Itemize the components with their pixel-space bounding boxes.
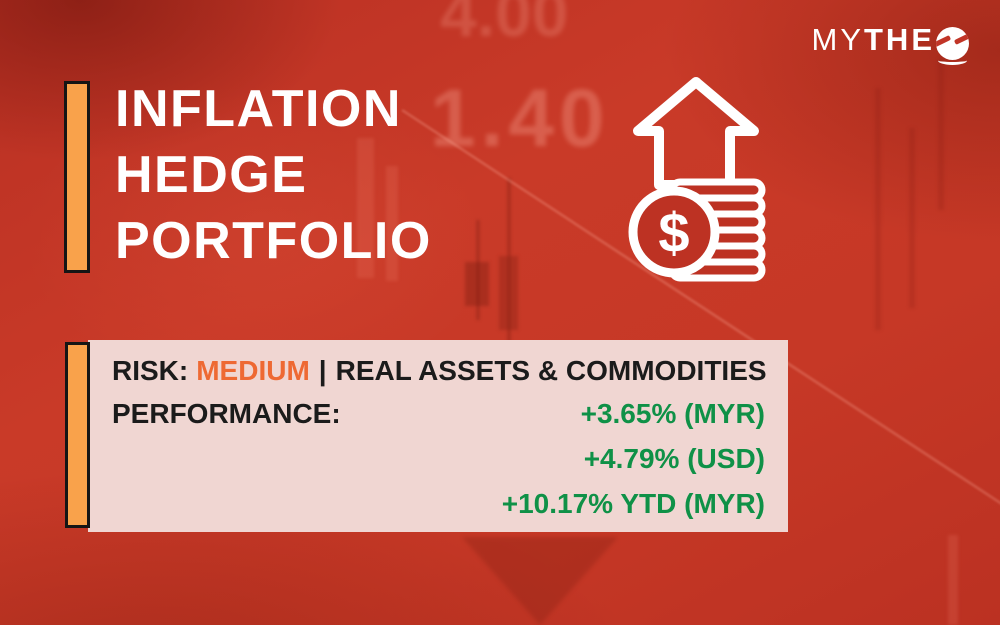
- title-line-3: PORTFOLIO: [115, 212, 432, 270]
- info-panel: RISK: MEDIUM | REAL ASSETS & COMMODITIES PE…: [65, 340, 788, 532]
- down-arrow-shape: [462, 537, 618, 625]
- asset-category: REAL ASSETS & COMMODITIES: [335, 355, 767, 386]
- risk-line: RISK: MEDIUM | REAL ASSETS & COMMODITIES: [112, 351, 767, 391]
- title-block: INFLATION HEDGE PORTFOLIO: [64, 80, 432, 274]
- theo-coin-icon: [936, 20, 972, 68]
- panel-content: RISK: MEDIUM | REAL ASSETS & COMMODITIES PE…: [88, 340, 788, 532]
- page-title: INFLATION HEDGE PORTFOLIO: [115, 76, 432, 274]
- mytheo-logo: MY THE: [812, 20, 973, 68]
- risk-divider: |: [318, 355, 327, 386]
- logo-text-light: MY: [811, 22, 864, 57]
- risk-label: RISK:: [112, 355, 189, 386]
- money-growth-icon: $: [628, 77, 766, 282]
- title-line-2: HEDGE: [115, 146, 308, 204]
- candle-highlight: [948, 535, 958, 625]
- performance-row-2: +4.79% (USD): [112, 436, 765, 481]
- performance-row-3: +10.17% YTD (MYR): [112, 481, 765, 526]
- coin-slash: [953, 32, 969, 45]
- title-accent-bar: [64, 81, 90, 273]
- coin-circle: [936, 27, 969, 60]
- title-line-1: INFLATION: [115, 80, 402, 138]
- candle-body: [465, 262, 489, 306]
- risk-badge: MEDIUM: [196, 355, 310, 386]
- coin-slash: [936, 35, 952, 48]
- performance-label: PERFORMANCE:: [112, 398, 341, 429]
- logo-text-bold: THE: [864, 22, 935, 57]
- performance-value-usd: +4.79% (USD): [583, 443, 765, 474]
- coin-underline: [938, 56, 967, 65]
- performance-value-myr: +3.65% (MYR): [580, 398, 765, 429]
- candle-body: [499, 256, 518, 330]
- dollar-coin-icon: [628, 186, 720, 278]
- ticker-number-text-top: 4.00: [440, 0, 568, 50]
- ticker-numbers: 1.40 4.00: [430, 0, 610, 164]
- performance-value-ytd: +10.17% YTD (MYR): [501, 488, 765, 519]
- performance-row-1: PERFORMANCE: +3.65% (MYR): [112, 391, 765, 436]
- dollar-sign-glyph: $: [658, 201, 689, 264]
- up-arrow-icon: [633, 77, 759, 190]
- panel-accent-bar: [65, 342, 90, 528]
- ticker-number-text: 1.40: [430, 73, 610, 164]
